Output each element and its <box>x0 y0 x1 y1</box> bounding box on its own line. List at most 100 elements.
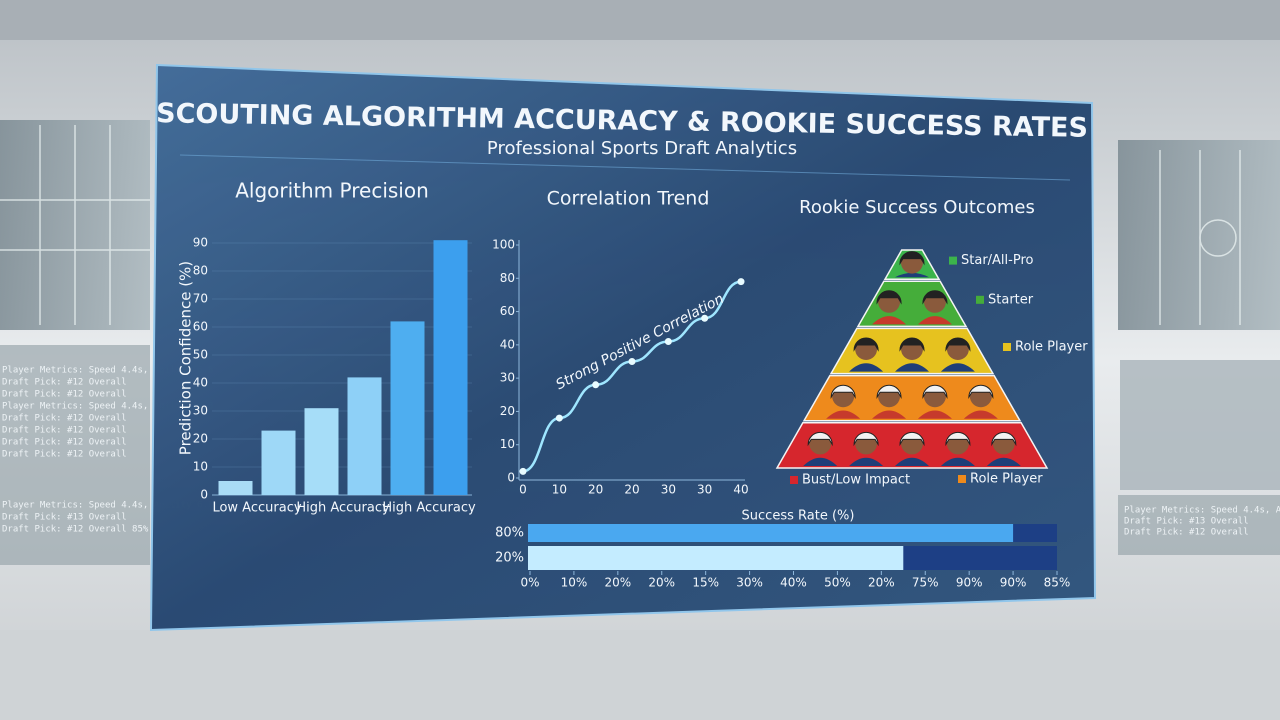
point <box>592 381 600 389</box>
metrics-screen <box>1118 495 1280 555</box>
legend-label: Role Player <box>970 472 1043 487</box>
bar <box>261 430 296 495</box>
x-tick-label: High Accuracy <box>382 501 476 516</box>
side-text: Draft Pick: #12 Overall <box>2 438 127 448</box>
y-tick-label: 0 <box>507 471 515 485</box>
legend-label: Starter <box>988 292 1034 307</box>
bar <box>433 240 468 495</box>
x-tick-label: 30 <box>697 483 712 497</box>
x-tick-label: 0% <box>520 576 539 590</box>
side-text: Draft Pick: #12 Overall <box>2 378 127 388</box>
chart-title: Algorithm Precision <box>235 179 429 203</box>
x-axis-label: Success Rate (%) <box>742 509 855 524</box>
x-tick-label: 50% <box>824 576 851 590</box>
chart-title: Rookie Success Outcomes <box>799 197 1035 218</box>
player-body <box>895 363 929 372</box>
x-tick-label: 30% <box>736 576 763 590</box>
player-body <box>940 457 975 466</box>
x-tick-label: 20% <box>648 576 675 590</box>
point <box>664 338 672 346</box>
player-helmet <box>899 431 925 447</box>
y-tick-label: 20 <box>193 432 208 446</box>
y-tick-label: 90 <box>193 236 208 250</box>
player-body <box>917 316 952 325</box>
x-tick-label: 10 <box>552 483 567 497</box>
player-body <box>940 363 975 372</box>
player-helmet <box>991 431 1017 447</box>
y-tick-label: 100 <box>492 238 515 252</box>
x-tick-label: 90% <box>956 576 983 590</box>
x-tick-label: 90% <box>1000 576 1027 590</box>
point <box>555 414 563 422</box>
player-helmet <box>830 384 856 400</box>
header-rule <box>179 154 1071 181</box>
side-text: Draft Pick: #12 Overall <box>2 426 127 436</box>
bar <box>218 481 253 495</box>
bar <box>390 321 425 495</box>
x-tick-label: Low Accuracy <box>212 501 301 516</box>
side-text: Player Metrics: Speed 4.4s, Agility 6.8 <box>2 366 213 376</box>
side-text: Draft Pick: #13 Overall <box>1124 517 1249 527</box>
x-tick-label: 10% <box>561 576 588 590</box>
ceiling <box>0 0 1280 40</box>
field-screen <box>1118 140 1280 330</box>
side-text: Player Metrics: Speed 4.4s, Agility 6.8 <box>1124 506 1280 516</box>
bar <box>347 377 382 495</box>
player-body <box>803 457 838 466</box>
y-tick-label: 40 <box>193 376 208 390</box>
point <box>701 314 709 322</box>
player-helmet <box>922 384 948 400</box>
x-tick-label: 20 <box>588 483 603 497</box>
right-screen: Player Metrics: Speed 4.4s, Agility 6.8D… <box>1118 140 1280 555</box>
player-helmet <box>899 251 925 266</box>
player-body <box>872 410 907 419</box>
left-screen: Player Metrics: Speed 4.4s, Agility 6.8 D… <box>0 120 213 565</box>
x-tick-label: 30 <box>661 483 676 497</box>
y-tick-label: 80% <box>495 526 524 541</box>
player-body <box>872 316 907 325</box>
x-tick-label: 40 <box>733 483 748 497</box>
legend-label: Star/All-Pro <box>961 253 1034 268</box>
point <box>628 358 636 365</box>
y-tick-label: 60 <box>193 320 208 334</box>
player-body <box>895 457 929 466</box>
x-tick-label: 20 <box>624 483 639 497</box>
pyramid-tier <box>802 374 1022 422</box>
player-helmet <box>968 384 994 400</box>
player-helmet <box>945 337 971 352</box>
y-tick-label: 0 <box>200 488 208 502</box>
y-tick-label: 30 <box>193 404 208 418</box>
y-tick-label: 40 <box>500 337 515 351</box>
y-tick-label: 20% <box>495 551 524 566</box>
y-tick-label: 80 <box>193 264 208 278</box>
player-helmet <box>876 290 902 305</box>
side-text: Draft Pick: #12 Overall <box>2 390 127 400</box>
x-tick-label: 0 <box>519 483 527 497</box>
legend-swatch <box>976 295 984 304</box>
y-tick-label: 10 <box>500 437 515 451</box>
x-tick-label: 15% <box>692 576 719 590</box>
y-tick-label: 50 <box>193 348 208 362</box>
y-tick-label: 60 <box>500 304 515 318</box>
metrics-screen <box>0 345 150 565</box>
player-helmet <box>807 431 833 447</box>
player-helmet <box>922 290 948 305</box>
legend-swatch <box>790 476 798 484</box>
legend-label: Role Player <box>1015 340 1088 355</box>
y-tick-label: 10 <box>193 460 208 474</box>
player-body <box>895 272 929 278</box>
player-body <box>917 410 952 419</box>
y-axis-label: Prediction Confidence (%) <box>177 261 195 455</box>
legend-swatch <box>958 475 966 483</box>
player-body <box>826 410 861 419</box>
y-tick-label: 30 <box>500 371 515 385</box>
x-tick-label: 20% <box>604 576 631 590</box>
player-body <box>849 457 884 466</box>
side-text: Player Metrics: Speed 4.4s, Agility 6.8 <box>2 501 213 511</box>
side-text: Draft Pick: #12 Overall 85% <box>2 525 149 535</box>
player-helmet <box>853 431 879 447</box>
bar <box>528 546 904 570</box>
x-tick-label: 20% <box>868 576 895 590</box>
side-text: Draft Pick: #12 Overall <box>2 450 127 460</box>
